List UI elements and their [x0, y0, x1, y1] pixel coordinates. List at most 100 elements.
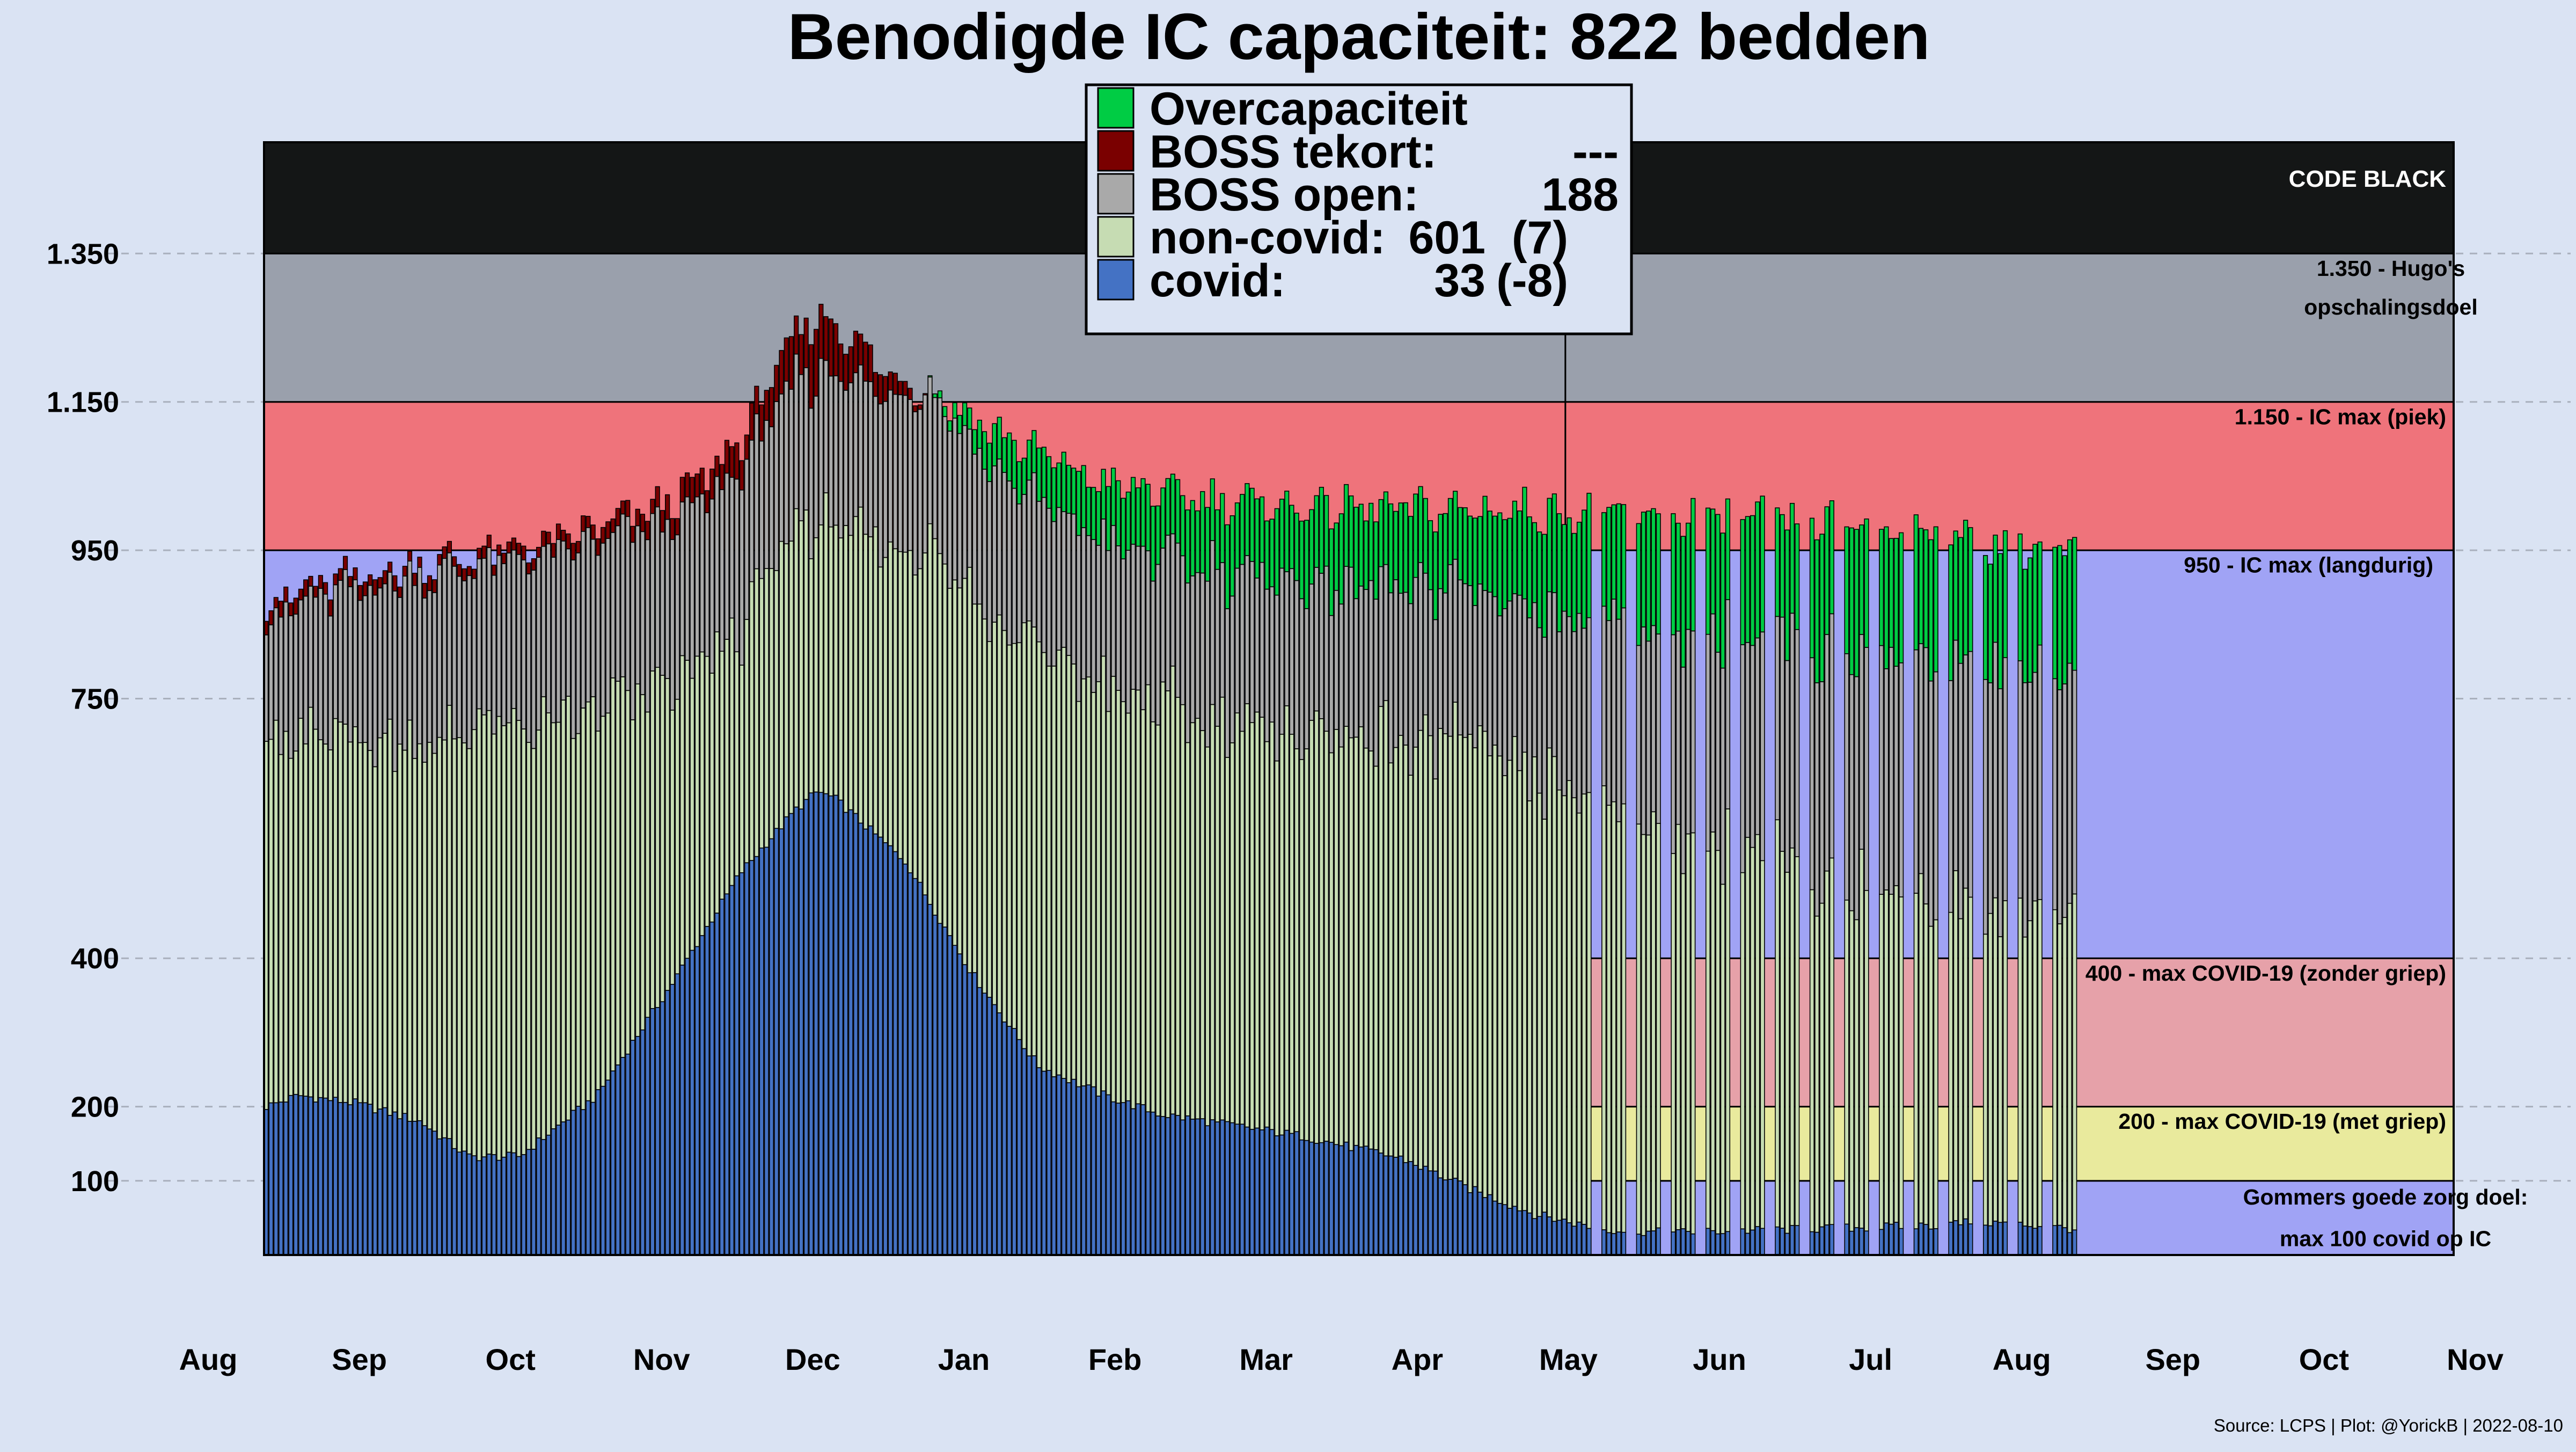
bar-covid — [1958, 1224, 1963, 1256]
bar-noncovid — [1502, 775, 1507, 1205]
bar-overcap — [1294, 513, 1299, 581]
bar-boss-open — [843, 390, 848, 526]
bar-boss-open — [1458, 579, 1463, 735]
bar-overcap — [1775, 507, 1780, 617]
bar-boss-open — [531, 570, 536, 749]
bar-covid — [1304, 1140, 1309, 1256]
bar-covid — [769, 838, 774, 1256]
bar-overcap — [1254, 498, 1260, 579]
bar-boss-open — [1046, 507, 1052, 667]
bar-noncovid — [927, 523, 933, 905]
bar-boss-open — [268, 624, 274, 740]
bar-noncovid — [605, 712, 611, 1081]
bar-covid — [353, 1098, 358, 1256]
bar-covid — [794, 806, 799, 1256]
bar-noncovid — [511, 708, 517, 1154]
bar-noncovid — [1562, 795, 1567, 1220]
bar-noncovid — [1859, 849, 1864, 1229]
bar-boss-open — [709, 498, 715, 674]
bar-boss-tekort — [491, 564, 497, 576]
bar-boss-open — [2052, 678, 2058, 910]
bar-boss-open — [883, 400, 888, 558]
bar-boss-open — [417, 567, 422, 745]
bar-covid — [268, 1102, 274, 1256]
bar-covid — [2037, 1226, 2043, 1256]
bar-noncovid — [1522, 751, 1527, 1212]
bar-boss-open — [437, 564, 442, 738]
bar-covid — [273, 1102, 279, 1256]
bar-noncovid — [1130, 689, 1136, 1110]
bar-boss-open — [2062, 683, 2067, 918]
bar-boss-open — [635, 525, 640, 684]
bar-boss-open — [1795, 629, 1800, 857]
bar-boss-open — [546, 543, 551, 713]
bar-boss-open — [1606, 620, 1612, 806]
bar-noncovid — [1601, 785, 1607, 1230]
bar-covid — [808, 792, 814, 1256]
bar-covid — [1968, 1223, 1973, 1256]
bar-overcap — [1968, 527, 1973, 652]
bar-boss-open — [814, 396, 819, 538]
bar-boss-open — [1963, 654, 1968, 889]
bar-overcap — [1160, 487, 1166, 549]
x-tick-label: Sep — [2145, 1342, 2200, 1376]
bar-boss-tekort — [481, 545, 487, 559]
bar-covid — [516, 1156, 522, 1256]
bar-noncovid — [868, 536, 873, 827]
legend-value: 33 — [1434, 255, 1485, 307]
bar-boss-open — [1383, 564, 1388, 702]
bar-noncovid — [853, 516, 859, 814]
bar-noncovid — [570, 738, 576, 1111]
bar-covid — [342, 1101, 348, 1256]
bar-covid — [863, 828, 868, 1256]
bar-noncovid — [1824, 870, 1829, 1225]
bar-noncovid — [491, 733, 497, 1155]
bar-noncovid — [452, 738, 457, 1149]
bar-covid — [1492, 1200, 1498, 1256]
bar-overcap — [1214, 509, 1220, 570]
bar-boss-open — [788, 389, 794, 542]
bar-noncovid — [1576, 812, 1582, 1223]
bar-boss-tekort — [670, 518, 675, 540]
bar-boss-open — [1145, 550, 1151, 685]
bar-boss-open — [1418, 562, 1423, 731]
bar-boss-open — [362, 595, 368, 743]
bar-noncovid — [551, 722, 556, 1129]
y-tick-label: 950 — [71, 535, 119, 567]
bar-boss-tekort — [734, 442, 740, 480]
bar-boss-open — [838, 381, 844, 538]
bar-boss-open — [1106, 550, 1111, 712]
bar-covid — [1056, 1074, 1062, 1256]
bar-boss-tekort — [908, 388, 913, 400]
bar-overcap — [1621, 504, 1627, 609]
bar-overcap — [1234, 502, 1240, 569]
bar-noncovid — [908, 550, 913, 873]
bar-covid — [684, 958, 690, 1256]
bar-boss-tekort — [566, 533, 571, 550]
bar-overcap — [952, 402, 957, 419]
bar-noncovid — [1220, 696, 1225, 1121]
bar-noncovid — [496, 716, 502, 1161]
bar-covid — [1433, 1170, 1438, 1256]
bar-overcap — [1849, 527, 1854, 675]
bar-noncovid — [1453, 702, 1458, 1179]
bar-covid — [1160, 1116, 1166, 1256]
bar-noncovid — [1007, 644, 1012, 1027]
bar-covid — [610, 1070, 616, 1256]
bar-covid — [1556, 1220, 1562, 1256]
bar-covid — [1254, 1127, 1260, 1256]
bar-boss-open — [823, 360, 829, 493]
bar-overcap — [1680, 536, 1686, 668]
bar-covid — [511, 1152, 517, 1256]
bar-covid — [675, 973, 680, 1256]
bar-boss-open — [1438, 588, 1443, 729]
bar-noncovid — [709, 673, 715, 923]
bar-noncovid — [987, 641, 992, 998]
bar-noncovid — [516, 720, 522, 1157]
bar-boss-open — [342, 569, 348, 725]
bar-noncovid — [268, 739, 274, 1104]
bar-covid — [496, 1159, 502, 1256]
bar-noncovid — [1760, 860, 1765, 1229]
bar-overcap — [1408, 516, 1414, 604]
bar-covid — [1136, 1103, 1141, 1256]
